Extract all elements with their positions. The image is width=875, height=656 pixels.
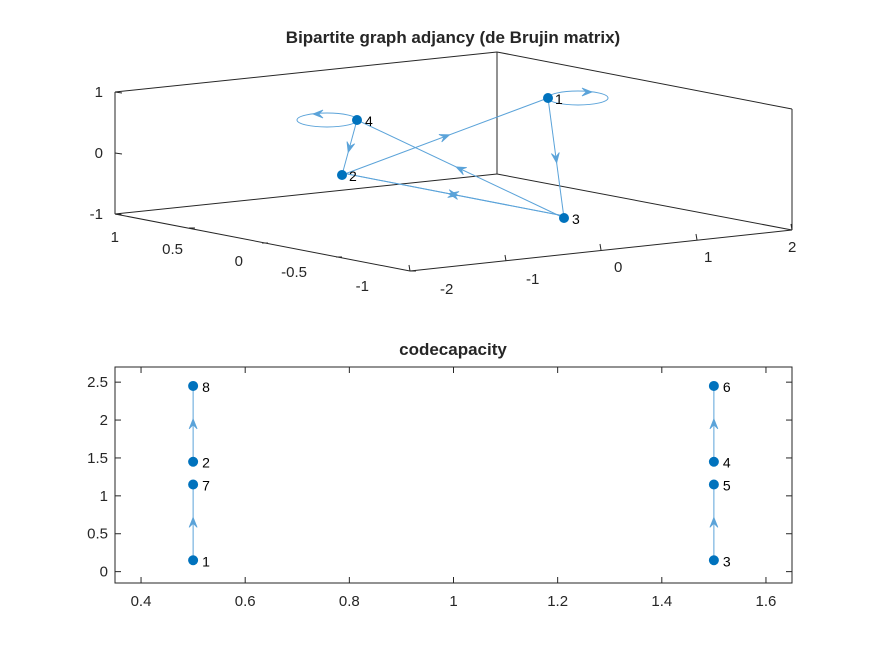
graph-3d-panel: Bipartite graph adjancy (de Brujin matri…	[90, 28, 797, 298]
graph-node	[188, 479, 199, 490]
y-tick-label: 0.5	[162, 241, 183, 258]
graph-node	[708, 380, 719, 391]
y-tick-label: -0.5	[281, 264, 307, 281]
node-label: 7	[202, 477, 210, 493]
graph-3d-title: Bipartite graph adjancy (de Brujin matri…	[286, 28, 620, 47]
z-tick-label: 0	[95, 145, 103, 162]
graph-node	[708, 479, 719, 490]
box-edge	[114, 51, 498, 93]
y-axis-ticks: 0 0.5 1 1.5 2 2.5	[87, 374, 792, 581]
node-label: 8	[202, 379, 210, 395]
graph-node	[188, 380, 199, 391]
x-axis-ticks: -2 -1 0 1 2	[408, 223, 796, 298]
y-tick-label: 0	[235, 253, 243, 270]
edge-arrowhead	[709, 417, 719, 430]
graph-node	[352, 115, 362, 125]
graph-node	[188, 456, 199, 467]
edge-arrowhead	[455, 166, 467, 176]
node-label: 6	[723, 379, 731, 395]
graph-node	[708, 456, 719, 467]
node-label: 1	[202, 553, 210, 569]
x-tick-label: 2	[788, 239, 796, 256]
z-tick-mark	[114, 152, 123, 155]
box-edge	[496, 51, 793, 110]
node-label: 5	[723, 477, 731, 493]
x-tick-mark	[790, 223, 793, 231]
x-tick-label: -1	[526, 271, 539, 288]
graph-3d-box	[114, 51, 793, 272]
z-tick-label: 1	[95, 84, 103, 101]
node-label: 3	[572, 211, 580, 227]
graph-2d-nodes: 1 7 2 8 3 5 4 6	[188, 379, 731, 569]
y-tick-label: 1.5	[87, 450, 108, 467]
x-axis-ticks: 0.4 0.6 0.8 1 1.2 1.4 1.6	[131, 367, 777, 610]
y-tick-label: 0	[100, 564, 108, 581]
graph-2d-title: codecapacity	[399, 340, 507, 359]
graph-node	[337, 170, 347, 180]
graph-3d-edges	[296, 87, 609, 219]
x-tick-label: 1	[449, 593, 457, 610]
x-tick-mark	[599, 243, 602, 251]
self-loop-edge	[547, 90, 609, 106]
node-label: 1	[555, 91, 563, 107]
graph-node	[188, 555, 199, 566]
x-tick-label: 0	[614, 259, 622, 276]
x-tick-mark	[504, 254, 507, 262]
y-tick-label: 2	[100, 412, 108, 429]
graph-3d-nodes: 1 2 3 4	[337, 91, 580, 227]
x-tick-mark	[408, 264, 411, 272]
graph-2d-panel: codecapacity 0.4 0.6 0.8 1 1.2 1.4 1.6 0 0.5 1 1.…	[87, 340, 793, 610]
node-label: 2	[349, 168, 357, 184]
y-tick-label: -1	[356, 278, 369, 295]
box-edge	[496, 173, 793, 231]
y-tick-label: 1	[100, 488, 108, 505]
node-label: 4	[365, 113, 373, 129]
self-loop-edge	[296, 112, 358, 128]
x-tick-label: 1.4	[651, 593, 672, 610]
edge-arrowhead	[346, 141, 355, 154]
edge-arrowhead	[709, 516, 719, 528]
box-edge	[114, 173, 498, 215]
edge-arrowhead	[581, 87, 594, 97]
graph-node	[708, 555, 719, 566]
graph-2d-edges	[188, 385, 719, 561]
x-tick-label: 0.6	[235, 593, 256, 610]
x-tick-label: -2	[440, 281, 453, 298]
node-label: 2	[202, 455, 210, 471]
node-label: 4	[723, 455, 731, 471]
x-tick-label: 0.8	[339, 593, 360, 610]
z-tick-label: -1	[90, 206, 103, 223]
edge-arrowhead	[188, 516, 198, 528]
z-tick-mark	[114, 91, 123, 94]
z-axis-ticks: 1 0 -1	[90, 84, 123, 223]
edge-arrowhead	[188, 417, 198, 430]
x-tick-label: 0.4	[131, 593, 152, 610]
x-tick-label: 1.6	[756, 593, 777, 610]
y-tick-label: 0.5	[87, 526, 108, 543]
x-tick-label: 1.2	[547, 593, 568, 610]
y-tick-label: 1	[111, 229, 119, 246]
edge-arrowhead	[551, 152, 560, 165]
graph-node	[559, 213, 569, 223]
y-tick-label: 2.5	[87, 374, 108, 391]
x-axis-line	[409, 229, 793, 272]
edge-arrowhead	[438, 134, 451, 143]
x-tick-mark	[695, 233, 698, 241]
edge-arrowhead	[447, 191, 460, 200]
y-axis-ticks: 1 0.5 0 -0.5 -1	[111, 213, 416, 295]
node-label: 3	[723, 553, 731, 569]
graph-node	[543, 93, 553, 103]
edge-arrowhead	[311, 109, 324, 119]
x-tick-label: 1	[704, 249, 712, 266]
